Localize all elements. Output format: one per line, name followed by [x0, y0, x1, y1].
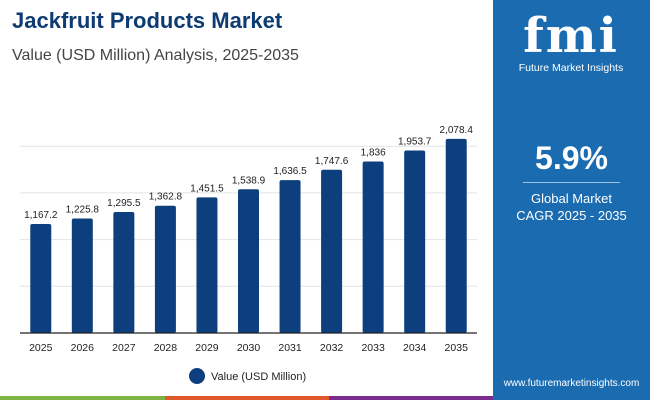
strip-orange — [165, 396, 329, 400]
bar — [445, 138, 467, 333]
fmi-logo: fmi Future Market Insights — [511, 10, 631, 74]
bar — [362, 161, 384, 333]
data-label: 1,953.7 — [398, 137, 432, 148]
x-tick-label: 2032 — [320, 342, 344, 354]
bar — [238, 189, 259, 333]
x-tick-label: 2034 — [403, 342, 427, 354]
x-tick-label: 2029 — [195, 342, 219, 354]
bar — [71, 218, 93, 333]
data-label: 1,295.5 — [107, 198, 141, 209]
cagr-value: 5.9% — [535, 140, 608, 176]
data-label: 2,078.4 — [440, 125, 474, 136]
data-label: 1,636.5 — [273, 166, 307, 177]
x-tick-label: 2035 — [445, 342, 469, 354]
side-panel: fmi Future Market Insights 5.9% Global M… — [493, 0, 650, 400]
data-label: 1,451.5 — [190, 183, 224, 194]
data-label: 1,836 — [361, 148, 386, 159]
x-tick-label: 2033 — [361, 342, 385, 354]
divider — [523, 182, 620, 183]
bar — [30, 223, 52, 333]
cagr-label-line2: CAGR 2025 - 2035 — [516, 208, 627, 223]
bar — [279, 180, 301, 333]
bar — [321, 169, 343, 333]
chart-title: Jackfruit Products Market — [12, 8, 283, 33]
x-tick-label: 2027 — [112, 342, 136, 354]
website-url[interactable]: www.futuremarketinsights.com — [503, 378, 640, 389]
bar — [113, 212, 135, 333]
x-tick-label: 2031 — [278, 342, 302, 354]
bar — [196, 197, 218, 333]
data-label: 1,167.2 — [24, 210, 58, 221]
x-tick-label: 2025 — [29, 342, 53, 354]
cagr-label: Global Market CAGR 2025 - 2035 — [493, 190, 650, 224]
data-label: 1,747.6 — [315, 156, 349, 167]
strip-purple — [329, 396, 493, 400]
legend-marker — [189, 368, 205, 384]
data-label: 1,362.8 — [149, 192, 183, 203]
legend-label: Value (USD Million) — [211, 371, 306, 383]
x-tick-label: 2028 — [154, 342, 178, 354]
data-label: 1,225.8 — [66, 205, 100, 216]
brand-name: Future Market Insights — [518, 62, 624, 74]
x-tick-label: 2030 — [237, 342, 261, 354]
bar-chart: 1,167.2 2025 1,225.8 2026 1,295.5 2027 1,362.8… — [20, 125, 477, 384]
data-label: 1,538.9 — [232, 175, 266, 186]
chart-subtitle: Value (USD Million) Analysis, 2025-2035 — [12, 47, 299, 64]
bar — [404, 150, 426, 333]
strip-green — [0, 396, 165, 400]
logo-mark: fmi — [523, 8, 619, 64]
cagr-label-line1: Global Market — [531, 191, 612, 206]
x-tick-label: 2026 — [71, 342, 95, 354]
bar — [154, 205, 176, 333]
